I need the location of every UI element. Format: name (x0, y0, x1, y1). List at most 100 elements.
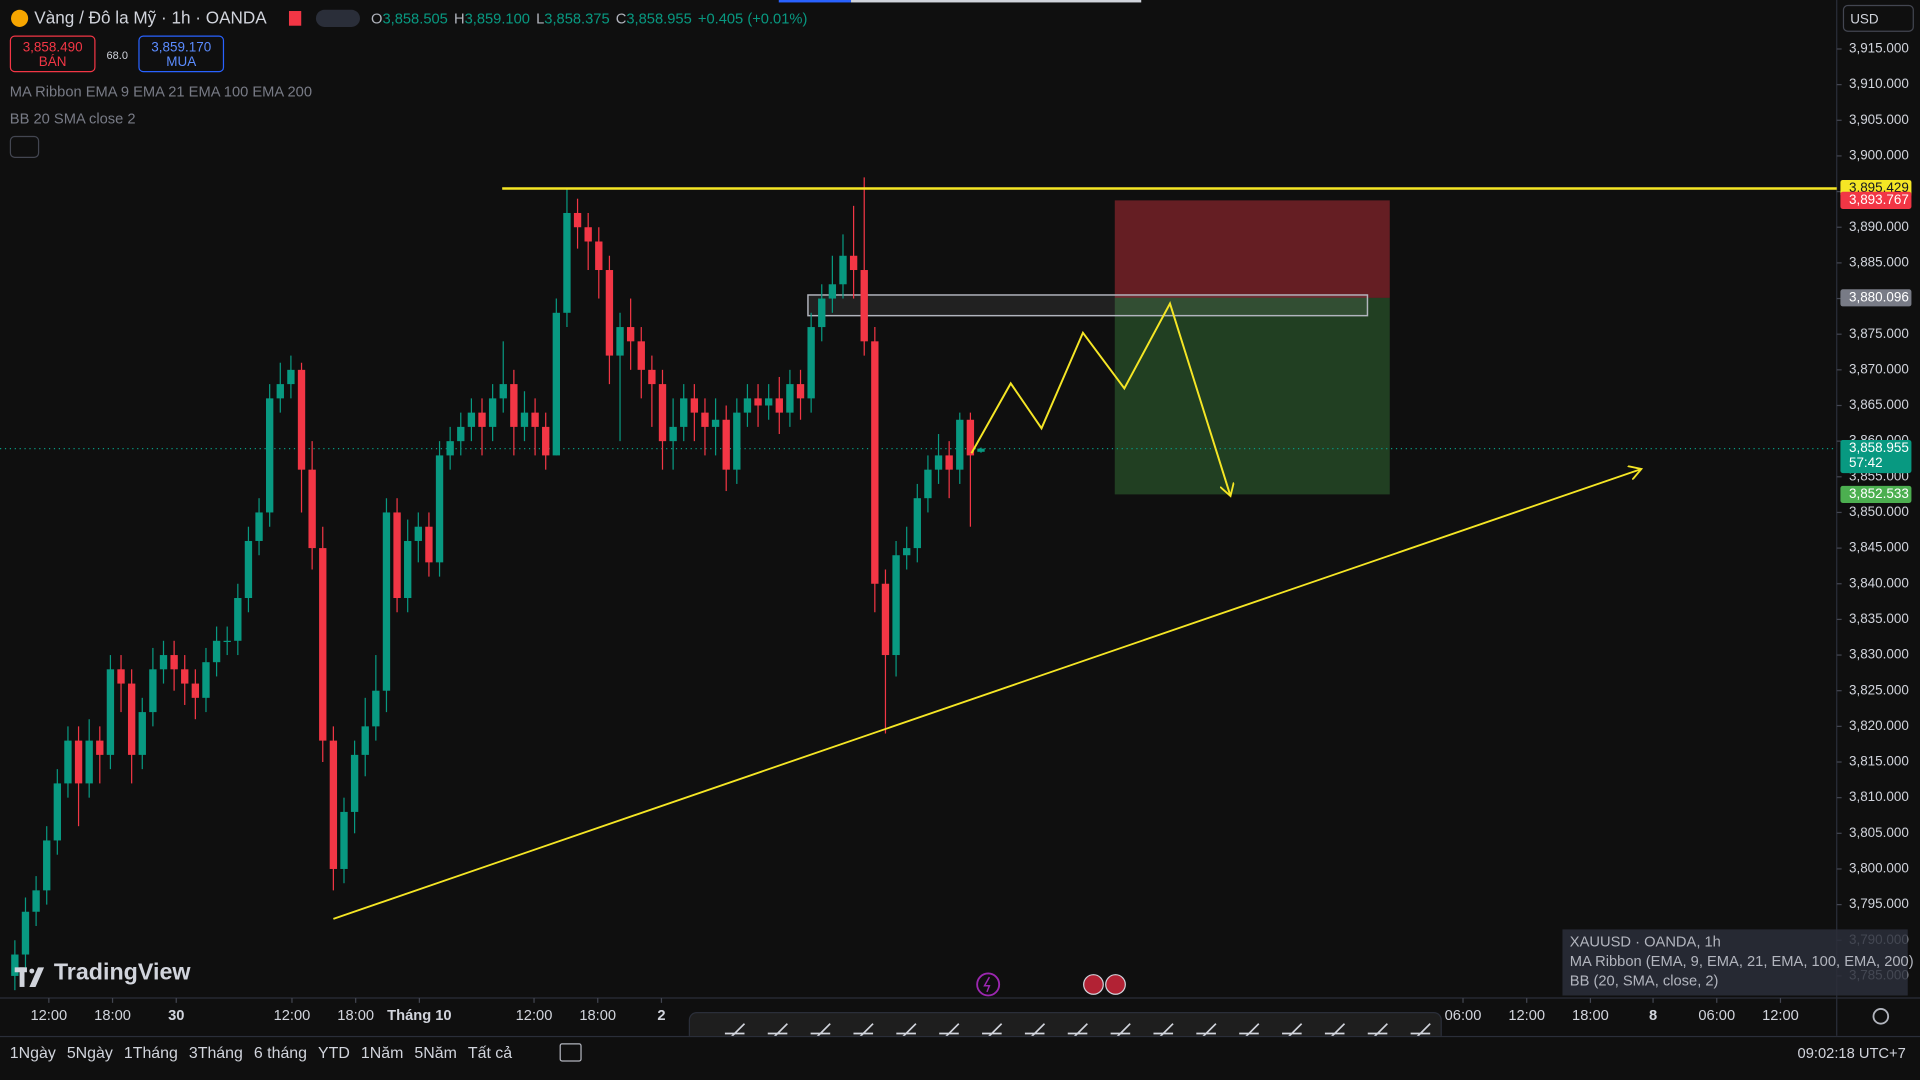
y-tick-label: 3,900.000 (1849, 147, 1909, 162)
candle-body (43, 840, 51, 891)
projection-path (970, 301, 1230, 497)
candle-body (404, 540, 412, 599)
buy-button[interactable]: 3,859.170 MUA (138, 35, 225, 73)
collapse-button[interactable] (9, 135, 40, 158)
ohlc-value: 3,859.100 (464, 9, 530, 27)
logo-part (19, 967, 25, 987)
x-tick-label: 18:00 (579, 1008, 616, 1024)
price-label-bg (1840, 191, 1912, 209)
brand: TradingView (53, 960, 191, 986)
symbol-title[interactable]: Vàng / Đô la Mỹ · 1h · OANDA (34, 7, 267, 27)
period-selector: 1Ngày 5Ngày 1Tháng 3Tháng 6 tháng YTD 1Năm 5Năm… (10, 1043, 523, 1061)
scroll-indicator (851, 0, 1142, 3)
candle-body (202, 662, 210, 698)
buy-price: 3,859.170 (151, 40, 212, 56)
target-zone (1114, 297, 1390, 495)
period-button[interactable]: 5Năm (414, 1043, 457, 1062)
candle-body (457, 426, 465, 442)
y-tick-label: 3,830.000 (1849, 647, 1909, 662)
candle-body (626, 327, 635, 342)
event-icon (983, 976, 991, 993)
candle-body (138, 712, 146, 755)
period-button[interactable]: 3Tháng (188, 1043, 243, 1062)
candle-body (435, 455, 444, 563)
price-label: 3,895.429 (1849, 180, 1909, 195)
candle-body (329, 740, 338, 869)
x-tick-label: 8 (1649, 1008, 1657, 1024)
candle-body (871, 341, 879, 584)
indicator-label[interactable]: BB 20 SMA close 2 (9, 110, 136, 128)
y-tick-label: 3,835.000 (1849, 611, 1909, 626)
currency-select[interactable]: USD (1842, 4, 1914, 32)
y-tick-label: 3,910.000 (1849, 76, 1909, 91)
candle-body (488, 398, 497, 427)
axes: 3,785.0003,790.0003,795.0003,800.0003,80… (30, 41, 1912, 1024)
candles (11, 177, 985, 991)
date-range-button[interactable] (559, 1043, 582, 1062)
y-tick-label: 3,795.000 (1849, 896, 1909, 911)
candle-body (977, 448, 985, 452)
candle-body (595, 241, 603, 271)
price-label: 3,893.767 (1849, 192, 1909, 207)
y-tick-label: 3,850.000 (1849, 504, 1909, 519)
candle-body (913, 498, 921, 549)
candle-body (786, 384, 794, 413)
y-tick-label: 3,875.000 (1849, 326, 1909, 341)
settings-icon[interactable] (1872, 1008, 1890, 1025)
x-tick-label: 06:00 (1445, 1008, 1482, 1024)
indicator-label[interactable]: MA Ribbon EMA 9 EMA 21 EMA 100 EMA 200 (9, 83, 313, 101)
candle-body (860, 270, 868, 342)
candle-body (828, 284, 837, 299)
legend-box: XAUUSD · OANDA, 1h MA Ribbon (EMA, 9, EM… (1562, 929, 1914, 996)
candle-body (945, 455, 953, 470)
y-tick-label: 3,915.000 (1849, 41, 1909, 56)
candle-body (96, 740, 104, 755)
period-button[interactable]: YTD (318, 1043, 350, 1062)
x-tick-label: 2 (657, 1008, 665, 1024)
candle-body (680, 398, 688, 427)
period-button[interactable]: 1Ngày (9, 1043, 56, 1062)
symbol-logo (11, 9, 29, 27)
candle-body (223, 640, 231, 643)
candle-body (881, 583, 890, 656)
candle-body (181, 669, 189, 684)
sell-button[interactable]: 3,858.490 BÁN (9, 35, 96, 73)
scroll-indicator (778, 0, 852, 3)
candle-body (934, 455, 943, 470)
settings-icon[interactable] (1872, 1008, 1890, 1025)
event-icon[interactable] (976, 972, 1001, 997)
period-button[interactable]: 6 tháng (253, 1043, 308, 1062)
y-tick-label: 3,810.000 (1849, 789, 1909, 804)
candle-body (903, 548, 911, 556)
period-button[interactable]: 1Năm (360, 1043, 404, 1062)
period-button[interactable]: 5Ngày (66, 1043, 113, 1062)
flag-icon[interactable] (1105, 974, 1126, 995)
candle-body (382, 512, 391, 691)
price-label: 3,880.096 (1849, 289, 1909, 304)
candle-body (32, 890, 40, 912)
candle-body (127, 683, 136, 755)
period-button[interactable]: Tất cả (467, 1043, 513, 1062)
event-icons (976, 972, 1126, 997)
candle-body (393, 512, 401, 599)
candle-body (966, 419, 975, 456)
x-tick-label: Tháng 10 (387, 1008, 451, 1024)
y-tick-label: 3,825.000 (1849, 682, 1909, 697)
last-price-bg (1840, 440, 1912, 474)
candle-body (754, 398, 762, 406)
price-label-bg (1840, 289, 1912, 307)
candle-body (234, 598, 242, 641)
ohlc-value: 3,858.955 (626, 9, 692, 27)
status-pill[interactable] (315, 9, 361, 27)
x-tick-label: 30 (168, 1008, 184, 1024)
flag-icon[interactable] (1083, 974, 1104, 995)
last-price-label: 3,858.955 (1849, 440, 1909, 455)
countdown: 57:42 (1849, 455, 1883, 470)
candle-body (191, 683, 200, 698)
period-button[interactable]: 1Tháng (123, 1043, 178, 1062)
candle-body (340, 811, 348, 869)
candle-body (11, 954, 19, 976)
y-tick-label: 3,840.000 (1849, 575, 1909, 590)
